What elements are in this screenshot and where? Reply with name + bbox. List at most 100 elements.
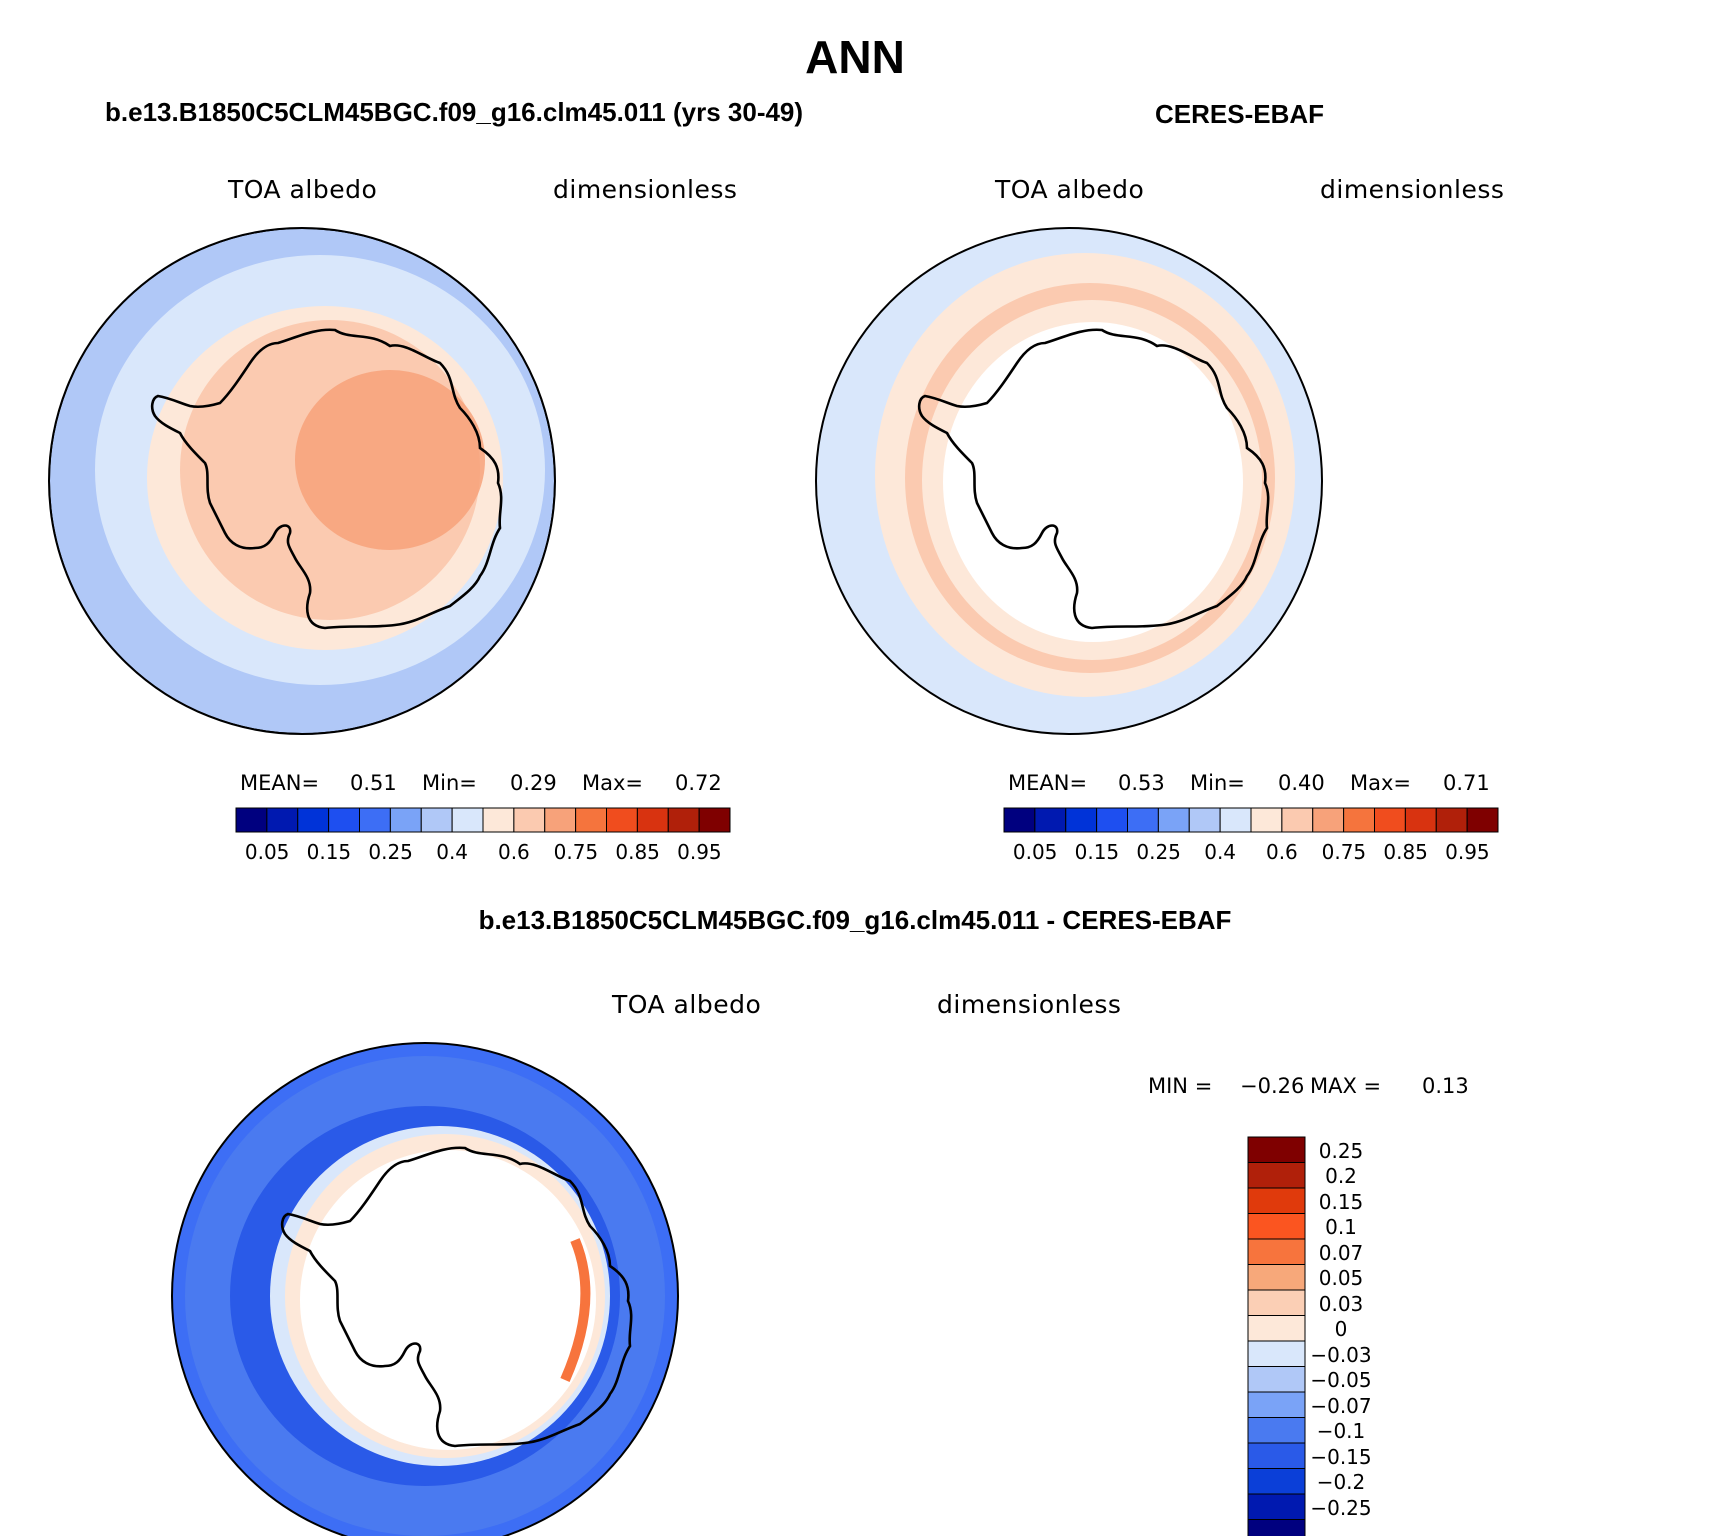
model-min-label: Min= <box>422 771 477 795</box>
colorbar-swatch <box>1281 807 1314 833</box>
diff-polar-map <box>172 1043 678 1536</box>
model-polar-map <box>49 228 555 734</box>
obs-variable-label: TOA albedo <box>995 175 1145 204</box>
colorbar-swatch <box>698 807 731 833</box>
colorbar-swatch <box>1188 807 1221 833</box>
model-mean-label: MEAN= <box>240 771 320 795</box>
diff-colorbar-label: −0.1 <box>1316 1419 1366 1443</box>
model-mean-value: 0.51 <box>350 771 397 795</box>
model-max-value: 0.72 <box>675 771 722 795</box>
diff-colorbar-label: 0.2 <box>1325 1164 1357 1188</box>
model-max-label: Max= <box>582 771 644 795</box>
diff-variable-label: TOA albedo <box>612 990 762 1019</box>
colorbar-tick-label: 0.95 <box>677 840 722 864</box>
colorbar-swatch <box>636 807 669 833</box>
diff-max-value: 0.13 <box>1422 1074 1469 1098</box>
diff-colorbar-label: 0.15 <box>1318 1189 1364 1214</box>
colorbar-swatch <box>389 807 422 833</box>
diff-colorbar-label: 0.03 <box>1318 1291 1364 1316</box>
colorbar-swatch <box>606 807 638 833</box>
diff-colorbar-label: 0.1 <box>1325 1215 1357 1239</box>
colorbar-tick-label: 0.15 <box>1074 840 1120 864</box>
obs-panel-title: CERES-EBAF <box>1155 99 1325 129</box>
diff-colorbar-swatch <box>1247 1162 1306 1189</box>
obs-mean-label: MEAN= <box>1008 771 1088 795</box>
colorbar-tick-label: 0.15 <box>306 840 352 864</box>
diff-colorbar <box>1247 1136 1306 1536</box>
colorbar-tick-label: 0.75 <box>1321 840 1367 864</box>
obs-min-value: 0.40 <box>1278 771 1325 795</box>
colorbar-swatch <box>1034 807 1067 833</box>
colorbar-swatch <box>420 807 453 833</box>
model-map-border <box>48 227 556 735</box>
colorbar-swatch <box>575 807 607 833</box>
colorbar-tick-label: 0.85 <box>615 840 660 864</box>
obs-polar-map <box>816 228 1322 734</box>
obs-colorbar <box>1003 807 1499 833</box>
model-variable-label: TOA albedo <box>228 175 378 204</box>
diff-panel-title: b.e13.B1850C5CLM45BGC.f09_g16.clm45.011 … <box>478 905 1232 935</box>
model-colorbar <box>235 807 731 833</box>
diff-max-label: MAX = <box>1310 1074 1382 1098</box>
obs-map-border <box>815 227 1323 735</box>
diff-colorbar-swatch <box>1247 1340 1306 1367</box>
diff-colorbar-swatch <box>1247 1264 1306 1291</box>
colorbar-tick-label: 0.25 <box>1136 840 1181 864</box>
obs-max-value: 0.71 <box>1443 771 1490 795</box>
colorbar-swatch <box>1127 807 1159 833</box>
diff-colorbar-swatch <box>1247 1187 1306 1214</box>
diff-colorbar-label: −0.05 <box>1310 1368 1372 1392</box>
colorbar-swatch <box>1343 807 1375 833</box>
main-title: ANN <box>805 31 905 83</box>
colorbar-tick-label: 0.95 <box>1445 840 1490 864</box>
diff-colorbar-swatch <box>1247 1289 1306 1316</box>
obs-max-label: Max= <box>1350 771 1412 795</box>
colorbar-tick-label: 0.75 <box>553 840 599 864</box>
colorbar-swatch <box>667 807 700 833</box>
colorbar-swatch <box>513 807 546 833</box>
colorbar-swatch <box>1404 807 1437 833</box>
diff-colorbar-swatch <box>1247 1468 1306 1495</box>
model-units-label: dimensionless <box>553 175 738 204</box>
diff-colorbar-label: 0.07 <box>1318 1240 1364 1265</box>
colorbar-swatch <box>1466 807 1499 833</box>
diff-colorbar-label: −0.2 <box>1316 1470 1366 1494</box>
colorbar-swatch <box>297 807 330 833</box>
diff-colorbar-swatch <box>1247 1315 1306 1342</box>
colorbar-tick-label: 0.85 <box>1383 840 1428 864</box>
colorbar-swatch <box>1096 807 1128 833</box>
obs-mean-value: 0.53 <box>1118 771 1165 795</box>
diff-colorbar-label: −0.03 <box>1310 1342 1372 1367</box>
diff-colorbar-swatch <box>1247 1493 1306 1520</box>
colorbar-swatch <box>359 807 391 833</box>
diff-colorbar-swatch <box>1247 1417 1306 1444</box>
diff-colorbar-swatch <box>1247 1519 1306 1536</box>
diff-colorbar-label: −0.07 <box>1310 1393 1372 1418</box>
diff-colorbar-swatch <box>1247 1366 1306 1393</box>
diff-units-label: dimensionless <box>937 990 1122 1019</box>
diff-colorbar-swatch <box>1247 1391 1306 1418</box>
colorbar-swatch <box>1003 807 1036 833</box>
colorbar-swatch <box>1374 807 1406 833</box>
colorbar-tick-label: 0.25 <box>368 840 413 864</box>
diff-colorbar-label: −0.25 <box>1310 1495 1372 1520</box>
obs-units-label: dimensionless <box>1320 175 1505 204</box>
colorbar-swatch <box>1219 807 1252 833</box>
colorbar-tick-label: 0.05 <box>244 840 290 864</box>
model-min-value: 0.29 <box>510 771 557 795</box>
diff-min-label: MIN = <box>1148 1074 1213 1098</box>
colorbar-swatch <box>1435 807 1468 833</box>
colorbar-tick-label: 0.6 <box>497 840 530 864</box>
diff-colorbar-swatch <box>1247 1238 1306 1265</box>
colorbar-tick-label: 0.6 <box>1265 840 1298 864</box>
diff-colorbar-swatch <box>1247 1213 1306 1240</box>
colorbar-swatch <box>1250 807 1283 833</box>
colorbar-tick-label: 0.4 <box>1204 840 1237 864</box>
diff-min-value: −0.26 <box>1240 1074 1305 1098</box>
diff-colorbar-swatch <box>1247 1136 1306 1163</box>
colorbar-swatch <box>482 807 515 833</box>
colorbar-swatch <box>266 807 299 833</box>
obs-min-label: Min= <box>1190 771 1245 795</box>
colorbar-swatch <box>451 807 484 833</box>
